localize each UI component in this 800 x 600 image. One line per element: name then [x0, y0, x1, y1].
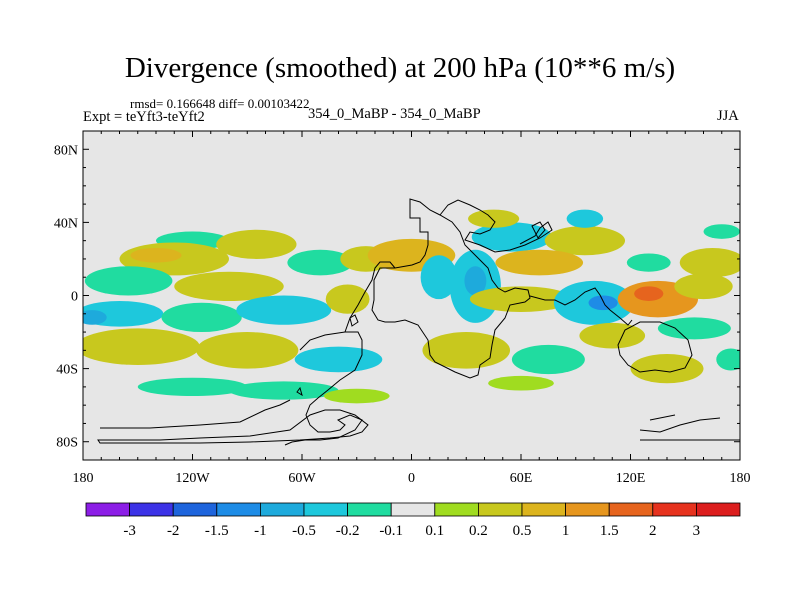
field-feature	[130, 247, 182, 263]
axes: 180 120W 60W 0 60E 120E 180 80N 40N 0 40S 80S	[54, 131, 751, 486]
field-feature	[544, 226, 626, 256]
south-america-outline	[284, 331, 363, 446]
field-feature	[488, 375, 554, 391]
field-feature	[83, 328, 200, 365]
field-feature	[579, 322, 646, 349]
field-feature	[674, 273, 733, 300]
colorbar-label: -1	[254, 523, 267, 539]
field-feature	[294, 346, 383, 373]
field-feature	[588, 295, 618, 311]
colorbar-label: -1.5	[205, 523, 229, 539]
y-tick-label: 40N	[54, 216, 78, 231]
australia-outline	[617, 321, 693, 373]
colorbar-box	[85, 502, 130, 517]
field-feature	[216, 229, 297, 259]
colorbar-label: -0.1	[379, 523, 403, 539]
colorbar-box	[216, 502, 261, 517]
field-feature	[196, 332, 299, 369]
experiment-line: Expt = teYft3-teYft2	[83, 109, 205, 125]
colorbar-label: 0.5	[513, 523, 532, 539]
field-feature	[495, 249, 584, 276]
colorbar-label: -0.2	[336, 523, 360, 539]
y-tick-label: 80S	[56, 436, 78, 451]
divergence-field	[83, 209, 740, 404]
colorbar-label: 0.1	[425, 523, 444, 539]
colorbar-box	[259, 502, 305, 517]
field-feature	[84, 213, 136, 239]
x-tick-label: 60E	[510, 471, 533, 486]
colorbar-box	[390, 502, 436, 517]
y-tick-label: 80N	[54, 143, 78, 158]
colorbar-box	[434, 502, 479, 517]
y-tick-label: 0	[71, 290, 78, 305]
colorbar-box	[129, 502, 174, 517]
season-label: JJA	[717, 108, 739, 124]
north-america-outline	[344, 261, 396, 333]
field-feature	[323, 388, 390, 404]
field-feature	[716, 348, 740, 371]
x-tick-label: 180	[73, 471, 94, 486]
field-feature	[229, 381, 339, 400]
field-feature	[634, 286, 664, 301]
colorbar-box	[608, 502, 654, 517]
island-outline	[296, 221, 546, 397]
field-feature	[630, 353, 704, 384]
field-feature	[626, 253, 671, 272]
field-feature	[325, 284, 370, 314]
eurasia-outline	[439, 199, 633, 326]
colorbar-label: 3	[693, 523, 701, 539]
stats-line: rmsd= 0.166648 diff= 0.00103422	[130, 96, 310, 111]
field-feature	[84, 266, 173, 296]
x-tick-label: 180	[730, 471, 751, 486]
field-feature	[566, 209, 604, 228]
antarctica-outline	[97, 399, 740, 444]
field-feature	[174, 271, 284, 301]
field-feature	[657, 317, 731, 340]
africa-outline	[371, 198, 531, 379]
colorbar: -3 -2 -1.5 -1 -0.5 -0.2 -0.1 0.1 0.2 0.5 1 1.5 2 3	[85, 502, 741, 539]
colorbar-label: 1	[562, 523, 570, 539]
colorbar-box	[347, 502, 392, 517]
colorbar-box	[652, 502, 697, 517]
field-feature	[137, 377, 248, 397]
case-line: 354_0_MaBP - 354_0_MaBP	[308, 106, 481, 122]
continent-outlines	[97, 198, 740, 446]
x-tick-label: 60W	[288, 471, 316, 486]
x-tick-label: 120E	[616, 471, 646, 486]
field-feature	[236, 295, 332, 325]
field-feature	[422, 332, 511, 369]
field-feature	[511, 344, 585, 375]
field-feature	[420, 255, 458, 300]
field-feature	[679, 247, 740, 278]
colorbar-box	[696, 502, 741, 517]
colorbar-box	[565, 502, 610, 517]
colorbar-box	[172, 502, 218, 517]
colorbar-box	[303, 502, 348, 517]
colorbar-label: -3	[123, 523, 136, 539]
field-feature	[471, 222, 553, 252]
colorbar-box	[477, 502, 523, 517]
chart-title: Divergence (smoothed) at 200 hPa (10**6 …	[124, 52, 676, 84]
x-tick-label: 0	[408, 471, 415, 486]
colorbar-label: -0.5	[292, 523, 316, 539]
field-feature	[464, 266, 487, 296]
field-feature	[287, 249, 354, 276]
field-feature	[468, 209, 520, 228]
field-feature	[469, 286, 573, 312]
y-tick-label: 40S	[56, 363, 78, 378]
colorbar-label: -2	[167, 523, 180, 539]
field-feature	[161, 302, 242, 333]
colorbar-label: 1.5	[600, 523, 619, 539]
x-tick-label: 120W	[175, 471, 210, 486]
field-feature	[703, 224, 740, 239]
colorbar-label: 0.2	[469, 523, 488, 539]
field-feature	[83, 310, 107, 325]
colorbar-label: 2	[649, 523, 657, 539]
colorbar-box	[521, 502, 566, 517]
